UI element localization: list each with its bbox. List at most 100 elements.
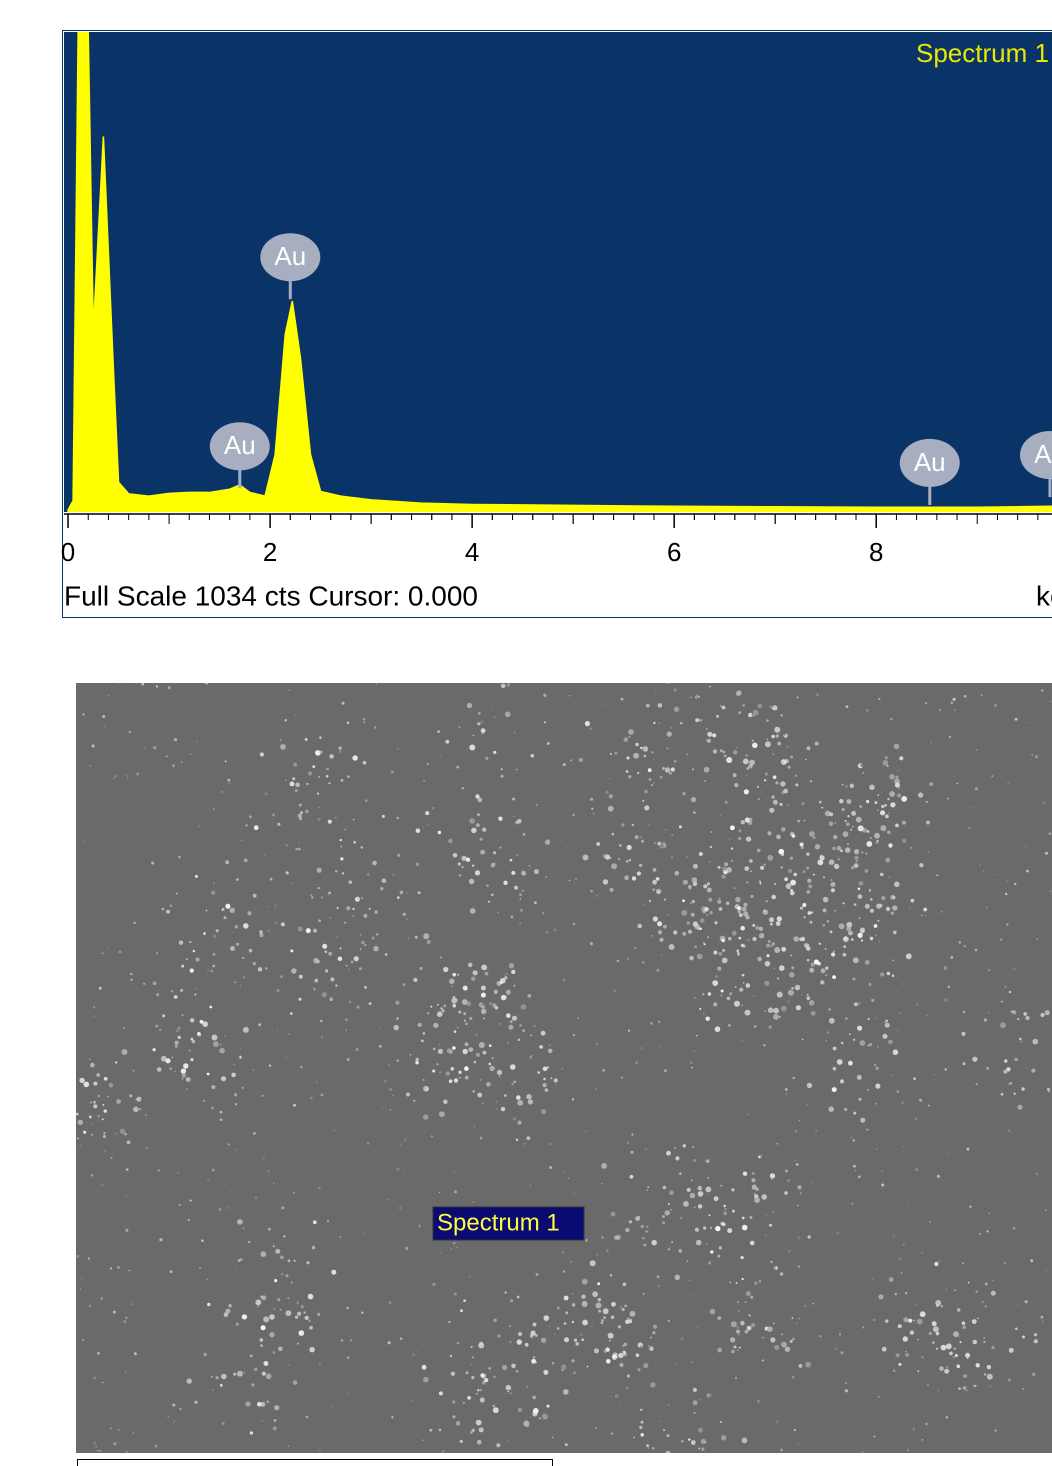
speckle bbox=[516, 1139, 518, 1141]
speckle bbox=[531, 655, 535, 659]
speckle bbox=[745, 754, 748, 757]
speckle bbox=[317, 1313, 320, 1316]
speckle bbox=[813, 874, 815, 876]
speckle bbox=[632, 876, 636, 880]
speckle bbox=[418, 1225, 421, 1228]
speckle bbox=[825, 974, 827, 976]
speckle bbox=[949, 736, 951, 738]
speckle bbox=[828, 1106, 834, 1112]
speckle bbox=[929, 782, 933, 786]
speckle bbox=[463, 986, 468, 991]
speckle bbox=[1034, 1339, 1038, 1343]
speckle bbox=[903, 1336, 908, 1341]
speckle bbox=[324, 1093, 326, 1095]
speckle bbox=[661, 627, 666, 632]
speckle bbox=[486, 1082, 491, 1087]
speckle bbox=[644, 805, 649, 810]
speckle bbox=[830, 879, 832, 881]
speckle bbox=[347, 722, 350, 725]
speckle bbox=[792, 1338, 795, 1341]
speckle bbox=[722, 867, 727, 872]
speckle bbox=[573, 1371, 576, 1374]
speckle bbox=[97, 1352, 100, 1355]
speckle bbox=[983, 871, 984, 872]
speckle bbox=[322, 992, 327, 997]
speckle bbox=[671, 1241, 673, 1243]
speckle bbox=[103, 1135, 106, 1138]
speckle bbox=[848, 931, 853, 936]
speckle bbox=[104, 1109, 107, 1112]
speckle bbox=[623, 1343, 627, 1347]
speckle bbox=[1006, 923, 1009, 926]
speckle bbox=[845, 820, 847, 822]
speckle bbox=[745, 817, 750, 822]
speckle bbox=[475, 794, 479, 798]
speckle bbox=[385, 953, 388, 956]
speckle bbox=[991, 1291, 996, 1296]
speckle bbox=[451, 1372, 455, 1376]
speckle bbox=[443, 1100, 448, 1105]
speckle bbox=[765, 1214, 767, 1216]
speckle bbox=[406, 1093, 410, 1097]
speckle bbox=[568, 1178, 569, 1179]
speckle bbox=[471, 977, 475, 981]
speckle bbox=[427, 824, 428, 825]
speckle bbox=[298, 842, 299, 843]
speckle bbox=[702, 993, 704, 995]
speckle bbox=[528, 1099, 533, 1104]
speckle bbox=[772, 1211, 774, 1213]
speckle bbox=[668, 1203, 670, 1205]
speckle bbox=[748, 1314, 750, 1316]
speckle bbox=[624, 737, 629, 742]
speckle bbox=[466, 1002, 471, 1007]
speckle bbox=[663, 925, 667, 929]
speckle bbox=[1048, 1090, 1050, 1092]
speckle bbox=[940, 1305, 943, 1308]
speckle bbox=[541, 1031, 546, 1036]
speckle bbox=[845, 847, 851, 853]
speckle bbox=[472, 1356, 474, 1358]
speckle bbox=[1025, 1067, 1027, 1069]
speckle bbox=[545, 876, 547, 878]
speckle bbox=[704, 907, 709, 912]
speckle bbox=[777, 742, 781, 746]
speckle bbox=[564, 1322, 567, 1325]
speckle bbox=[520, 909, 523, 912]
speckle bbox=[226, 1309, 231, 1314]
speckle bbox=[668, 649, 674, 655]
speckle bbox=[299, 804, 302, 807]
speckle bbox=[148, 1118, 149, 1119]
speckle bbox=[295, 848, 297, 850]
speckle bbox=[770, 705, 773, 708]
speckle bbox=[590, 890, 593, 893]
speckle bbox=[1031, 1069, 1035, 1073]
speckle bbox=[709, 686, 711, 688]
speckle bbox=[300, 1066, 302, 1068]
speckle bbox=[585, 721, 590, 726]
speckle bbox=[322, 944, 327, 949]
speckle bbox=[657, 921, 662, 926]
speckle bbox=[347, 1356, 350, 1359]
speckle bbox=[766, 719, 768, 721]
speckle bbox=[356, 1006, 359, 1009]
speckle bbox=[632, 824, 634, 826]
speckle bbox=[837, 1059, 843, 1065]
speckle bbox=[846, 926, 851, 931]
speckle bbox=[446, 1071, 450, 1075]
speckle bbox=[698, 1448, 700, 1450]
speckle bbox=[480, 850, 485, 855]
speckle bbox=[525, 1343, 529, 1347]
speckle bbox=[305, 1316, 309, 1320]
speckle bbox=[272, 813, 275, 816]
speckle bbox=[1031, 777, 1032, 778]
speckle bbox=[965, 1353, 970, 1358]
speckle bbox=[650, 1382, 655, 1387]
speckle bbox=[736, 1282, 738, 1284]
speckle bbox=[493, 1407, 499, 1413]
speckle bbox=[890, 718, 892, 720]
speckle bbox=[728, 937, 731, 940]
speckle bbox=[832, 1087, 837, 1092]
speckle bbox=[318, 818, 321, 821]
speckle bbox=[769, 917, 774, 922]
speckle bbox=[887, 798, 889, 800]
